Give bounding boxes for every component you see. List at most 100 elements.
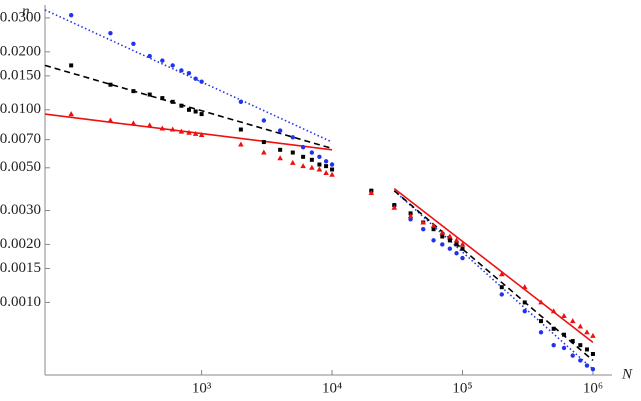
point	[460, 246, 465, 251]
point	[550, 308, 557, 314]
point	[453, 237, 460, 243]
point	[317, 162, 322, 167]
point	[309, 150, 315, 155]
point	[368, 189, 375, 195]
point	[160, 58, 165, 63]
point	[577, 323, 584, 329]
point	[178, 128, 185, 134]
point	[68, 12, 74, 18]
point	[440, 234, 445, 239]
point	[198, 131, 205, 137]
point	[69, 63, 74, 68]
point	[160, 96, 165, 101]
point	[278, 147, 283, 152]
point	[454, 242, 459, 247]
x-tick-label: 10⁴	[322, 380, 342, 396]
point	[584, 363, 590, 368]
point	[193, 109, 198, 114]
point	[238, 141, 244, 147]
fit-line	[44, 64, 594, 362]
point	[159, 125, 166, 131]
point	[169, 126, 176, 132]
point	[309, 157, 314, 162]
point	[131, 41, 136, 47]
point	[107, 117, 114, 123]
point	[454, 251, 459, 256]
y-tick-label: 0.0020	[0, 236, 41, 252]
point	[317, 154, 322, 160]
point	[431, 238, 436, 243]
point	[440, 242, 445, 247]
point	[309, 164, 315, 170]
point	[460, 255, 465, 261]
point	[301, 154, 306, 159]
point	[330, 167, 335, 172]
point	[561, 313, 567, 319]
point	[522, 309, 527, 314]
x-tick-label: 10⁶	[583, 380, 603, 396]
point	[447, 233, 453, 239]
y-axis-label: η	[22, 3, 29, 19]
point	[578, 343, 583, 348]
point	[277, 155, 283, 161]
point	[421, 226, 426, 232]
point	[562, 332, 567, 337]
point	[447, 238, 452, 243]
y-tick-label: 0.0050	[0, 159, 41, 175]
point	[179, 68, 184, 73]
point	[584, 329, 590, 335]
point	[538, 299, 544, 305]
y-tick-label: 0.0015	[0, 260, 41, 276]
point	[300, 163, 306, 169]
fit-line	[44, 113, 594, 344]
point	[459, 241, 466, 247]
point	[108, 30, 113, 36]
point	[261, 140, 266, 145]
x-tick-label: 10⁵	[452, 380, 472, 396]
point	[407, 213, 414, 219]
point	[316, 166, 323, 172]
point	[261, 149, 267, 155]
point	[324, 164, 329, 169]
point	[431, 227, 436, 232]
point	[499, 285, 504, 290]
point	[551, 342, 556, 348]
point	[323, 169, 329, 175]
point	[420, 219, 427, 225]
point	[170, 99, 175, 104]
point	[108, 82, 113, 87]
point	[551, 326, 556, 331]
point	[68, 111, 74, 117]
point	[186, 70, 192, 76]
point	[199, 79, 204, 84]
point	[290, 135, 295, 140]
point	[447, 246, 453, 251]
point	[538, 330, 544, 335]
point	[186, 129, 192, 135]
y-tick-label: 0.0200	[0, 43, 41, 59]
point	[193, 76, 198, 81]
point	[147, 92, 152, 97]
point	[186, 107, 191, 112]
y-tick-label: 0.0030	[0, 202, 41, 218]
point	[179, 103, 184, 108]
point	[238, 99, 244, 105]
point	[570, 339, 575, 344]
point	[323, 159, 329, 164]
point	[590, 351, 595, 356]
point	[521, 284, 528, 290]
fit-line	[44, 9, 594, 370]
point	[290, 150, 295, 155]
point	[192, 130, 199, 136]
point	[570, 353, 575, 358]
point	[289, 159, 296, 165]
point	[498, 271, 505, 277]
y-tick-label: 0.0300	[0, 9, 41, 25]
point	[329, 162, 335, 167]
x-axis-label: N	[621, 366, 633, 382]
point	[578, 358, 583, 363]
y-tick-label: 0.0070	[0, 131, 41, 147]
point	[300, 144, 306, 150]
point	[430, 222, 437, 228]
point	[522, 300, 527, 305]
